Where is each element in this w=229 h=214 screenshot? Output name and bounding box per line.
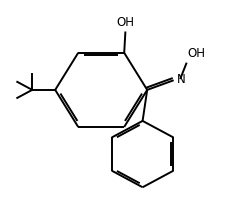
Text: OH: OH	[116, 16, 134, 29]
Text: N: N	[176, 73, 184, 86]
Text: OH: OH	[187, 47, 204, 60]
